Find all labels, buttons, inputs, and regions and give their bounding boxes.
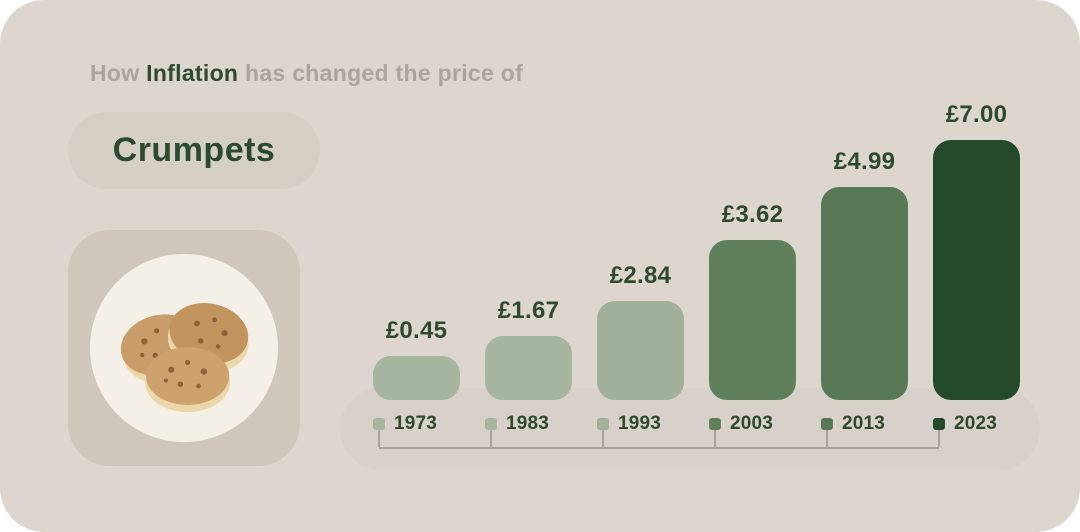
bar [709,240,796,400]
timeline-years: 1973 1983 1993 2003 2013 2023 [373,413,1045,447]
title-part1: How [90,60,147,86]
bar-group: £3.62 [709,201,796,400]
bar-group: £1.67 [485,297,572,400]
bar [933,140,1020,400]
year-label: 1973 [394,413,438,434]
year-item: 1993 [597,413,709,447]
bar [485,336,572,400]
year-item: 2023 [933,413,1045,447]
bar-value-label: £7.00 [945,101,1008,128]
bar [597,301,684,400]
year-swatch [597,418,609,447]
subject-label: Crumpets [112,131,276,169]
year-label: 1993 [618,413,662,434]
illustration-card [68,230,300,466]
year-label: 2013 [842,413,886,434]
year-swatch [485,418,497,447]
title-part2: has changed the price of [238,60,524,86]
year-item: 1983 [485,413,597,447]
year-swatch [821,418,833,447]
bar-value-label: £4.99 [833,148,896,175]
year-label: 2003 [730,413,774,434]
year-label: 1983 [506,413,550,434]
bar-value-label: £1.67 [497,297,560,324]
title-highlight: Inflation [146,60,239,86]
bar-value-label: £2.84 [609,262,672,289]
timeline-axis-line [379,447,939,449]
bar-group: £2.84 [597,262,684,400]
year-swatch [709,418,721,447]
bar-chart: £0.45 £1.67 £2.84 £3.62 £4.99 £7.00 [373,101,1020,400]
year-item: 2013 [821,413,933,447]
bar-group: £4.99 [821,148,908,400]
year-swatch [933,418,945,447]
crumpets-illustration [120,303,249,413]
page-title: How Inflation has changed the price of [90,60,523,87]
year-item: 1973 [373,413,485,447]
bar [821,187,908,400]
timeline-pill [340,388,1040,470]
year-label: 2023 [954,413,998,434]
bar-value-label: £3.62 [721,201,784,228]
bar-group: £7.00 [933,101,1020,400]
bar-group: £0.45 [373,317,460,400]
bar-value-label: £0.45 [385,317,448,344]
bar [373,356,460,400]
subject-pill: Crumpets [68,112,320,189]
plate-circle [90,254,278,442]
year-item: 2003 [709,413,821,447]
year-swatch [373,418,385,447]
